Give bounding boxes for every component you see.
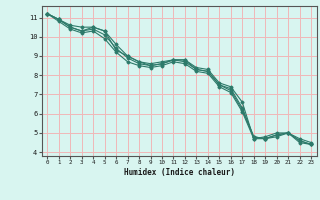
X-axis label: Humidex (Indice chaleur): Humidex (Indice chaleur) [124,168,235,177]
